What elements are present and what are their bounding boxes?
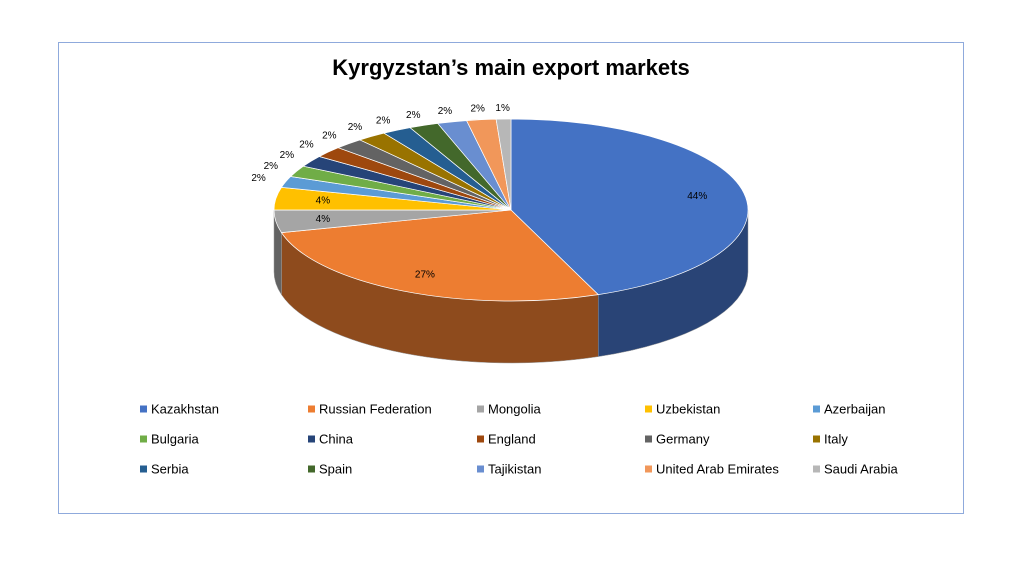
legend-label: Russian Federation <box>319 401 432 416</box>
legend-label: Uzbekistan <box>656 401 720 416</box>
data-label: 2% <box>348 122 363 133</box>
data-label: 2% <box>264 161 279 172</box>
legend-swatch <box>645 435 652 443</box>
legend-label: Italy <box>824 431 848 446</box>
chart-title: Kyrgyzstan’s main export markets <box>332 55 689 80</box>
legend-label: Serbia <box>151 461 189 476</box>
data-label: 2% <box>376 115 391 126</box>
pie-labels: 44%27%4%4%2%2%2%2%2%2%2% 2% 2% 2% 1% <box>251 103 707 281</box>
legend-swatch <box>813 465 820 473</box>
legend-label: Azerbaijan <box>824 401 885 416</box>
slice <box>280 209 599 302</box>
legend-swatch <box>477 405 484 413</box>
data-label: 27% <box>415 270 435 281</box>
data-label: 2% <box>251 173 266 184</box>
legend-label: United Arab Emirates <box>656 461 779 476</box>
legend-swatch <box>477 435 484 443</box>
legend-swatch <box>477 465 484 473</box>
legend-label: England <box>488 431 536 446</box>
legend-swatch <box>308 465 315 473</box>
data-label: 2% <box>438 106 453 117</box>
data-label: 4% <box>316 196 331 207</box>
legend-swatch <box>645 465 652 473</box>
legend-swatch <box>308 435 315 443</box>
legend-swatch <box>308 405 315 413</box>
slice <box>495 118 512 211</box>
legend-label: Kazakhstan <box>151 401 219 416</box>
legend-label: Saudi Arabia <box>824 461 898 476</box>
data-label: 1% <box>495 103 510 114</box>
legend-swatch <box>140 405 147 413</box>
legend-label: Mongolia <box>488 401 542 416</box>
data-label: 2% <box>322 130 337 141</box>
legend-swatch <box>813 435 820 443</box>
legend-label: Spain <box>319 461 352 476</box>
legend-label: Germany <box>656 431 710 446</box>
data-label: 2% <box>280 150 295 161</box>
legend: Kazakhstan Russian Federation Mongolia Uzbe… <box>140 401 898 476</box>
data-label: 4% <box>316 214 331 225</box>
legend-swatch <box>140 435 147 443</box>
data-label: 44% <box>687 191 707 202</box>
data-label: 2% <box>471 104 486 115</box>
legend-label: Bulgaria <box>151 431 199 446</box>
legend-swatch <box>813 405 820 413</box>
legend-swatch <box>140 465 147 473</box>
slice <box>510 118 749 295</box>
legend-label: Tajikistan <box>488 461 541 476</box>
legend-label: China <box>319 431 354 446</box>
pie-tops <box>273 118 749 302</box>
data-label: 2% <box>299 140 314 151</box>
data-label: 2% <box>406 110 421 121</box>
legend-swatch <box>645 405 652 413</box>
